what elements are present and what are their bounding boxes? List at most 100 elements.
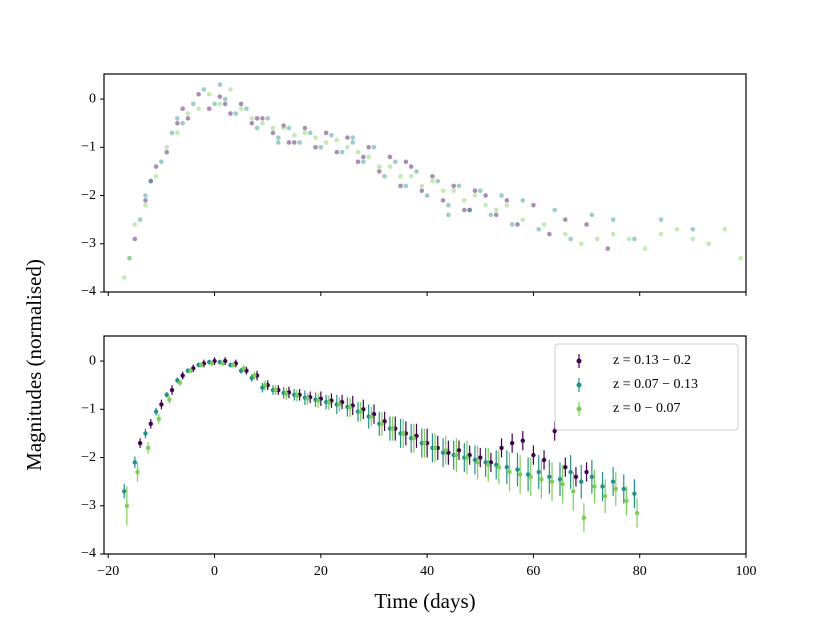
point bbox=[462, 207, 467, 213]
point bbox=[153, 409, 159, 414]
point bbox=[291, 140, 297, 145]
point bbox=[515, 467, 520, 472]
point bbox=[451, 188, 456, 194]
point bbox=[121, 275, 127, 280]
point bbox=[121, 489, 127, 494]
point bbox=[690, 227, 696, 232]
y-tick-label: −3 bbox=[81, 498, 96, 513]
point bbox=[291, 132, 297, 138]
y-tick-label: −4 bbox=[81, 546, 96, 561]
point bbox=[563, 231, 568, 237]
legend-label: z = 0.07 − 0.13 bbox=[613, 377, 698, 392]
point bbox=[262, 382, 268, 388]
point bbox=[504, 198, 510, 203]
point bbox=[581, 515, 587, 521]
point bbox=[674, 227, 680, 232]
point bbox=[456, 183, 462, 189]
point bbox=[369, 414, 374, 419]
point bbox=[294, 393, 300, 399]
point bbox=[212, 101, 217, 107]
point bbox=[297, 140, 302, 145]
point bbox=[132, 236, 138, 242]
y-axis-label: Magnitudes (normalised) bbox=[22, 259, 46, 471]
point bbox=[520, 198, 526, 203]
point bbox=[446, 202, 451, 208]
point bbox=[190, 101, 196, 107]
point bbox=[560, 481, 565, 487]
point bbox=[159, 159, 164, 165]
y-tick-label: −1 bbox=[81, 402, 96, 417]
point bbox=[547, 474, 552, 480]
point bbox=[488, 212, 494, 218]
point bbox=[578, 241, 584, 247]
point bbox=[164, 145, 170, 150]
point bbox=[366, 154, 371, 160]
point bbox=[613, 486, 618, 492]
point bbox=[610, 479, 616, 484]
point bbox=[238, 101, 244, 107]
point bbox=[634, 510, 640, 516]
point bbox=[284, 391, 289, 397]
point bbox=[547, 231, 552, 237]
point bbox=[424, 193, 430, 198]
point bbox=[127, 255, 132, 261]
point bbox=[722, 227, 728, 232]
point bbox=[536, 227, 542, 232]
point bbox=[334, 137, 340, 143]
point bbox=[571, 489, 576, 494]
point bbox=[135, 469, 140, 475]
point bbox=[517, 472, 523, 477]
point bbox=[228, 87, 233, 92]
legend-swatch bbox=[576, 382, 582, 388]
point bbox=[323, 140, 329, 145]
point bbox=[361, 154, 366, 160]
point bbox=[302, 130, 308, 136]
point bbox=[127, 255, 132, 261]
point bbox=[345, 145, 350, 150]
point bbox=[276, 135, 281, 140]
point bbox=[573, 474, 579, 480]
point bbox=[305, 396, 310, 401]
point bbox=[185, 116, 191, 121]
point bbox=[398, 183, 403, 189]
point bbox=[387, 164, 393, 169]
point bbox=[315, 398, 321, 403]
plot-area bbox=[121, 357, 640, 533]
point bbox=[507, 469, 512, 475]
x-tick-label: −20 bbox=[97, 564, 119, 579]
point bbox=[148, 421, 153, 426]
point bbox=[414, 169, 419, 174]
point bbox=[177, 380, 183, 385]
point bbox=[632, 491, 637, 496]
point bbox=[435, 178, 441, 184]
point bbox=[467, 207, 472, 213]
point bbox=[137, 217, 143, 222]
point bbox=[568, 469, 573, 475]
point bbox=[504, 202, 510, 208]
y-tick-label: −1 bbox=[81, 140, 96, 155]
point bbox=[387, 154, 393, 160]
x-tick-label: 100 bbox=[736, 564, 757, 579]
point bbox=[355, 159, 361, 165]
point bbox=[632, 236, 637, 242]
y-tick-label: −2 bbox=[81, 450, 96, 465]
point bbox=[690, 236, 696, 242]
point bbox=[355, 149, 361, 155]
point bbox=[539, 477, 544, 482]
point bbox=[531, 452, 536, 458]
point bbox=[153, 173, 159, 179]
point bbox=[621, 486, 626, 492]
point bbox=[222, 96, 228, 102]
point bbox=[228, 111, 233, 116]
point bbox=[499, 193, 504, 198]
point bbox=[334, 149, 340, 155]
point bbox=[196, 106, 201, 112]
point bbox=[419, 188, 425, 194]
point bbox=[563, 217, 568, 222]
point bbox=[509, 222, 515, 227]
y-tick-label: −4 bbox=[81, 284, 96, 299]
point bbox=[563, 464, 568, 470]
x-tick-label: 80 bbox=[633, 564, 647, 579]
point bbox=[499, 445, 504, 451]
point bbox=[254, 125, 260, 131]
